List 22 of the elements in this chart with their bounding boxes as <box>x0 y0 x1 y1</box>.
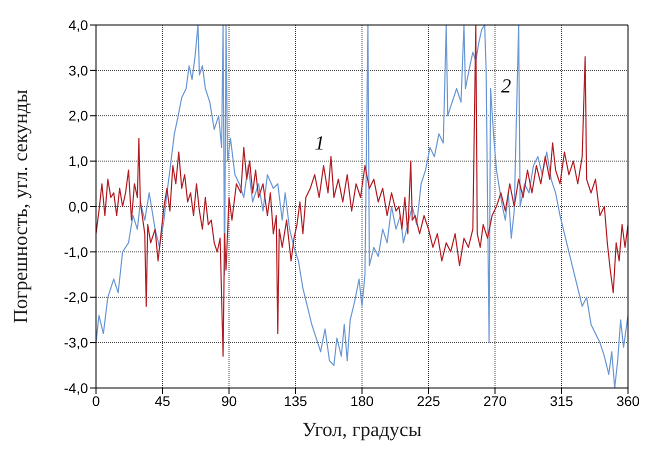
y-tick-label: -3,0 <box>64 334 88 351</box>
y-tick-label: -2,0 <box>64 289 88 306</box>
x-axis-title: Угол, градусы <box>302 419 422 441</box>
x-tick-label: 315 <box>550 392 574 409</box>
y-tick-label: -1,0 <box>64 244 88 260</box>
y-tick-label: 3,0 <box>68 62 88 78</box>
y-axis-title: Погрешность, угл. секунды <box>10 90 32 324</box>
x-tick-label: 90 <box>221 392 237 409</box>
y-tick-label: 2,0 <box>68 108 88 124</box>
x-tick-label: 270 <box>483 392 507 409</box>
y-tick-label: 4,0 <box>68 16 88 33</box>
y-tick-label: -4,0 <box>64 380 88 396</box>
y-tick-label: 0,0 <box>68 198 88 214</box>
x-tick-label: 45 <box>154 392 170 409</box>
x-tick-label: 0 <box>92 392 100 409</box>
x-tick-label: 180 <box>350 392 374 409</box>
series-label: 1 <box>314 132 325 155</box>
series-label: 2 <box>501 75 512 98</box>
x-tick-label: 360 <box>616 392 640 409</box>
y-tick-label: 1,0 <box>68 153 88 170</box>
x-tick-label: 135 <box>284 392 308 409</box>
x-tick-label: 225 <box>416 392 440 409</box>
